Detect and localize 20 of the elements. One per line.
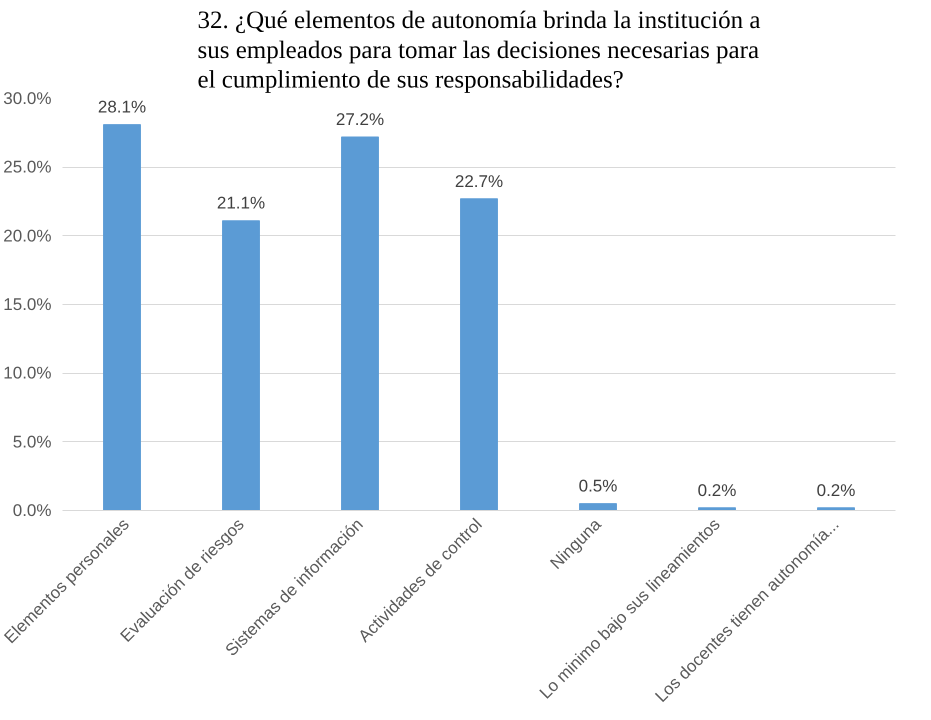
chart-title: 32. ¿Qué elementos de autonomía brinda la institución a sus empleados para tomar las decisiones necesarias para el cumplimiento de sus responsabilidades? bbox=[197, 7, 761, 94]
bar bbox=[341, 136, 379, 510]
data-label: 28.1% bbox=[98, 98, 146, 117]
bar bbox=[579, 503, 617, 510]
bar bbox=[103, 124, 141, 510]
y-tick-label: 25.0% bbox=[3, 158, 52, 177]
y-tick-label: 5.0% bbox=[12, 432, 52, 452]
data-label: 0.5% bbox=[578, 476, 618, 496]
data-label: 22.7% bbox=[454, 172, 504, 191]
y-tick-label: 20.0% bbox=[3, 226, 52, 246]
data-label: 0.2% bbox=[816, 480, 856, 500]
data-label: 0.2% bbox=[698, 480, 736, 500]
data-label: 27.2% bbox=[336, 110, 384, 129]
data-label: 21.1% bbox=[216, 194, 266, 213]
y-tick-label: 0.0% bbox=[12, 501, 52, 520]
y-tick-label: 15.0% bbox=[3, 295, 52, 314]
bar bbox=[460, 198, 498, 510]
y-tick-label: 30.0% bbox=[3, 89, 52, 108]
bar bbox=[222, 220, 260, 510]
y-tick-label: 10.0% bbox=[3, 364, 52, 383]
